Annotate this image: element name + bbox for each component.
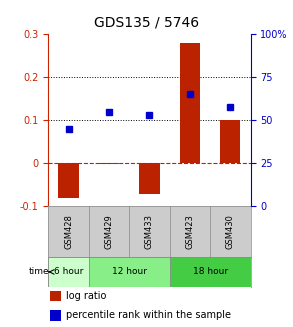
- Text: log ratio: log ratio: [66, 291, 106, 301]
- Bar: [89, 257, 170, 287]
- Bar: [99, 163, 119, 164]
- Bar: [220, 120, 240, 163]
- Text: GDS135 / 5746: GDS135 / 5746: [94, 15, 199, 29]
- Bar: [50, 310, 62, 320]
- Text: GSM433: GSM433: [145, 214, 154, 249]
- Text: GSM423: GSM423: [185, 214, 194, 249]
- Bar: [48, 257, 89, 287]
- Bar: [180, 43, 200, 163]
- Text: 6 hour: 6 hour: [54, 267, 83, 276]
- Bar: [50, 291, 62, 301]
- Bar: [58, 163, 79, 198]
- Text: percentile rank within the sample: percentile rank within the sample: [66, 310, 231, 320]
- Text: 12 hour: 12 hour: [112, 267, 147, 276]
- Text: GSM428: GSM428: [64, 214, 73, 249]
- Text: time: time: [28, 267, 49, 276]
- Text: GSM429: GSM429: [105, 214, 113, 249]
- Text: 18 hour: 18 hour: [193, 267, 228, 276]
- Bar: [139, 163, 159, 194]
- Text: GSM430: GSM430: [226, 214, 235, 249]
- Bar: [170, 257, 251, 287]
